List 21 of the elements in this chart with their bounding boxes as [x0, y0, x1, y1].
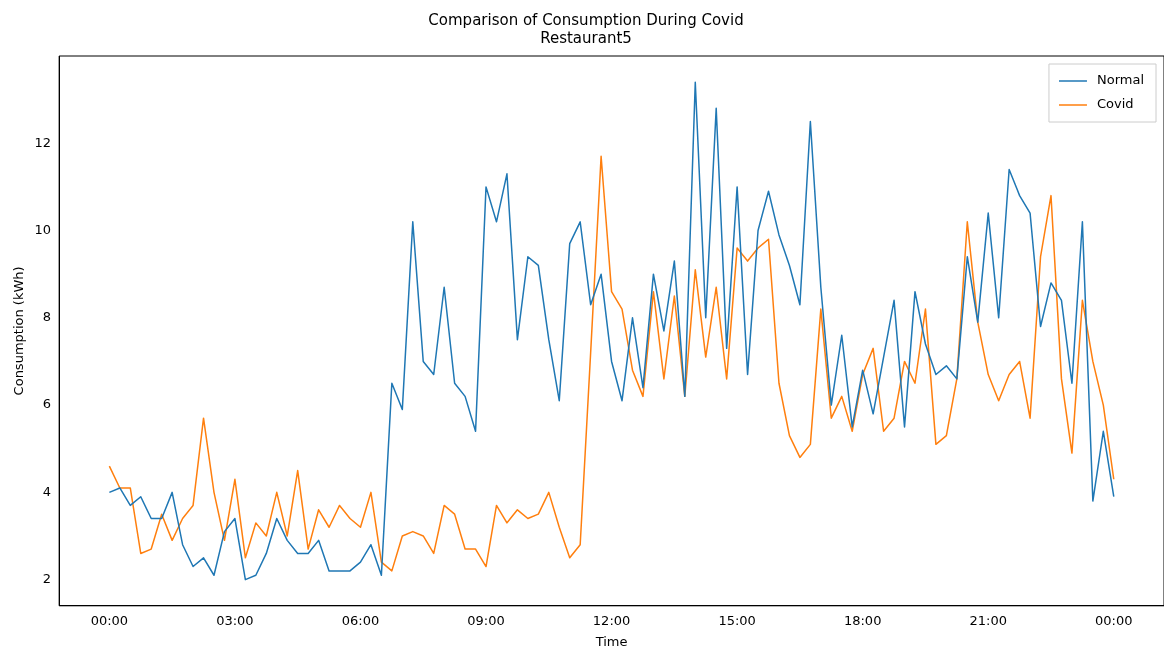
x-tick-label: 00:00: [90, 612, 129, 628]
x-tick-label: 18:00: [843, 612, 882, 628]
x-tick-label: 09:00: [467, 612, 505, 628]
x-tick-label: 15:00: [718, 612, 756, 628]
y-axis-title: Consumption (kWh): [11, 266, 27, 396]
x-axis-title: Time: [594, 633, 628, 649]
chart-title: Comparison of Consumption During Covid: [428, 10, 744, 29]
x-tick-label: 00:00: [1095, 612, 1133, 628]
y-tick-label: 12: [34, 134, 52, 150]
x-tick-label: 03:00: [216, 612, 254, 628]
y-tick-label: 4: [42, 483, 52, 499]
y-tick-label: 8: [42, 309, 52, 325]
x-tick-label: 06:00: [341, 612, 380, 628]
legend-label: Normal: [1096, 72, 1145, 88]
x-tick-label: 21:00: [969, 612, 1007, 628]
chart-subtitle: Restaurant5: [540, 28, 632, 47]
legend-label: Covid: [1096, 96, 1134, 112]
x-tick-label: 12:00: [592, 612, 631, 628]
y-tick-label: 2: [42, 570, 52, 586]
y-tick-label: 10: [34, 221, 52, 237]
y-tick-label: 6: [42, 396, 52, 412]
